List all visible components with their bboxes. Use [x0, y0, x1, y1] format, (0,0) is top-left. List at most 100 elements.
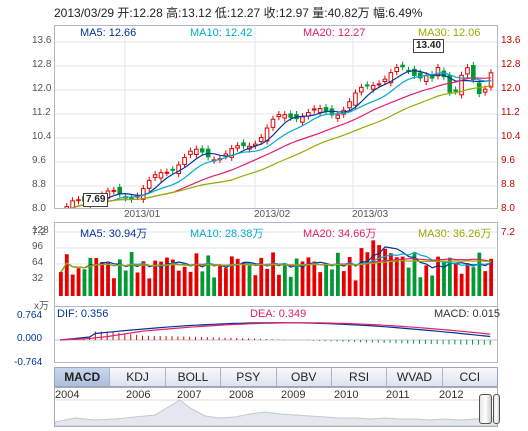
volume-bar — [106, 262, 110, 296]
vol-ma10-legend: MA10: 28.38万 — [190, 228, 264, 240]
volume-bar — [194, 253, 199, 296]
candlestick — [152, 174, 158, 178]
candlestick — [370, 85, 376, 90]
candlestick — [435, 67, 441, 77]
price-y-tick-right: 10.4 — [501, 131, 521, 142]
volume-chart-panel[interactable] — [54, 222, 498, 307]
candlestick — [347, 101, 352, 109]
volume-bar — [377, 245, 382, 296]
volume-bar — [182, 266, 187, 296]
price-chart-panel[interactable] — [54, 25, 498, 209]
open-value: 12.28 — [132, 6, 163, 20]
vol-ma5-legend: MA5: 30.94万 — [80, 228, 148, 240]
volume-bar — [294, 258, 299, 296]
volume-bar — [82, 269, 87, 296]
candlestick — [353, 92, 358, 106]
timeline-year-2008: 2008 — [229, 389, 254, 401]
price-y-tick-right: 8.8 — [501, 179, 515, 190]
volume-bar — [442, 261, 446, 296]
candlestick — [194, 148, 199, 156]
volume-bar — [259, 257, 264, 296]
price-y-tick-right: 12.8 — [501, 59, 521, 70]
volume-chart — [55, 231, 497, 296]
candlestick — [64, 206, 69, 208]
volume-bar — [147, 278, 152, 296]
tab-wvad[interactable]: WVAD — [387, 368, 443, 386]
x-tick-2013-01: 2013/01 — [124, 209, 161, 220]
range-right-handle[interactable] — [493, 394, 500, 424]
close-label: 收: — [263, 6, 279, 20]
volume-value: 40.82万 — [327, 6, 370, 20]
tab-cci[interactable]: CCI — [459, 370, 481, 384]
timeline-year-2010: 2010 — [334, 389, 359, 401]
tab-rsi[interactable]: RSI — [332, 368, 388, 386]
macd-chart-panel[interactable] — [54, 306, 498, 363]
volume-bar — [330, 269, 334, 296]
volume-bar — [418, 277, 423, 296]
price-chart — [55, 26, 497, 208]
price-ma30-line — [71, 85, 492, 208]
volume-bar — [424, 265, 429, 296]
volume-bar — [218, 265, 222, 296]
candlestick — [317, 108, 323, 113]
candlestick — [188, 150, 193, 156]
volume-label: 量: — [312, 6, 328, 20]
macd-dea-line — [59, 322, 491, 341]
price-ma5-legend: MA5: 12.66 — [80, 27, 137, 39]
tab-kdj[interactable]: KDJ — [110, 368, 166, 386]
timeline-navigator[interactable]: 2004 2006 2007 2008 2009 2010 2011 2012 — [54, 387, 500, 427]
volume-bar — [471, 267, 476, 296]
high-value: 13.12 — [181, 6, 212, 20]
macd-y-top: 0.764 — [17, 310, 43, 321]
candlestick — [482, 88, 488, 93]
volume-bar — [59, 272, 63, 296]
candlestick — [423, 75, 429, 82]
macd-y-bottom: -0.764 — [14, 357, 43, 368]
tab-macd[interactable]: MACD — [55, 368, 111, 386]
timeline-year-2006: 2006 — [126, 389, 151, 401]
timeline-year-2009: 2009 — [281, 389, 306, 401]
candlestick — [417, 72, 423, 79]
candlestick — [288, 113, 293, 118]
volume-bar — [94, 258, 99, 296]
range-left-handle[interactable] — [479, 394, 492, 424]
low-callout: 7.69 — [83, 193, 109, 207]
price-ma20-legend: MA20: 12.27 — [303, 27, 366, 39]
candlestick — [158, 172, 164, 179]
volume-bar — [212, 277, 217, 296]
candlestick — [76, 199, 81, 202]
candlestick — [488, 72, 494, 88]
price-y-tick-left: 10.4 — [32, 131, 52, 142]
volume-bar — [400, 256, 405, 296]
close-value: 12.97 — [278, 6, 309, 20]
price-y-tick-right: 13.6 — [501, 35, 521, 46]
timeline-year-2012: 2012 — [439, 389, 464, 401]
low-label: 低: — [214, 6, 231, 20]
timeline-year-2011: 2011 — [386, 389, 410, 401]
volume-bar — [200, 271, 205, 296]
price-ma10-legend: MA10: 12.42 — [190, 27, 253, 39]
volume-bar — [353, 280, 358, 296]
x-tick-2013-03: 2013/03 — [352, 209, 389, 220]
macd-y-zero: 0.000 — [17, 333, 43, 344]
candlestick — [323, 107, 329, 112]
tab-obv[interactable]: OBV — [277, 368, 332, 386]
candlestick — [182, 156, 187, 166]
tab-psy[interactable]: PSY — [221, 368, 277, 386]
candlestick — [146, 179, 152, 189]
candlestick — [164, 171, 170, 174]
candlestick — [311, 108, 317, 111]
macd-value-label: MACD: 0.015 — [434, 308, 501, 320]
volume-bar — [389, 253, 393, 296]
indicator-tabs: MACD KDJ BOLL PSY OBV RSI WVAD CCI — [54, 367, 498, 387]
volume-bar — [335, 252, 340, 296]
volume-y-tick: 64 — [32, 257, 44, 268]
price-y-tick-right: 11.2 — [501, 107, 520, 118]
volume-y-tick: 128 — [32, 225, 49, 236]
vol-ma20-legend: MA20: 34.66万 — [303, 228, 377, 240]
price-y-tick-left: 12.0 — [32, 83, 52, 94]
volume-bar — [159, 261, 163, 296]
tab-boll[interactable]: BOLL — [166, 368, 222, 386]
volume-bar — [100, 261, 105, 296]
volume-bar — [241, 262, 246, 296]
